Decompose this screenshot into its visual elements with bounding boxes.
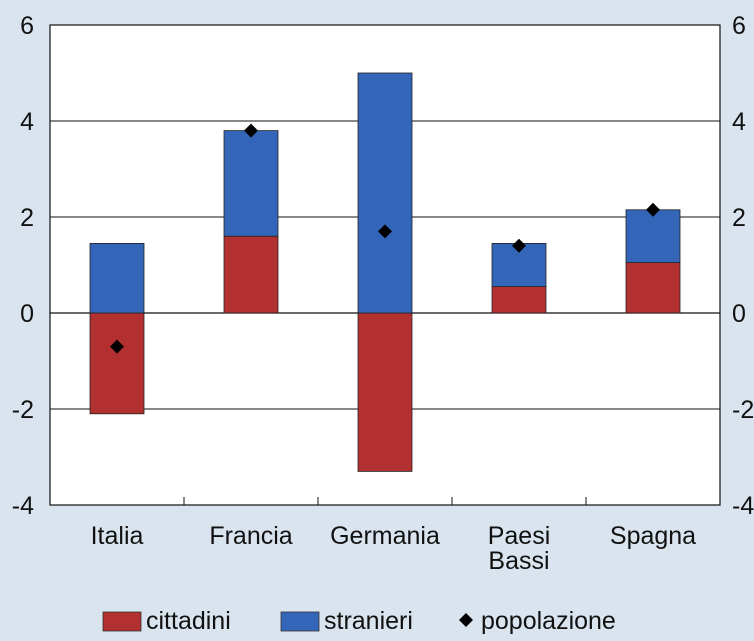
axis-layer: -4 -4 -2 -2 0 0 2 2 4 4 6 6 Italia Francia Germania Pae… [12,12,754,575]
y-tick-label-left: 2 [20,204,34,232]
legend-swatch-stranieri [280,611,320,632]
y-tick-label-right: 2 [732,204,746,232]
legend: cittadini stranieri popolazione [102,607,616,635]
x-tick-label: Spagna [610,522,696,550]
marker-popolazione [378,224,392,239]
bar-cittadini [491,286,547,314]
y-tick-label-right: 4 [732,108,746,136]
y-tick-label-left: 6 [20,12,34,40]
bar-stranieri [625,209,681,264]
y-tick-label-left: 0 [20,300,34,328]
legend-label-popolazione: popolazione [481,607,616,635]
legend-label-cittadini: cittadini [146,607,231,635]
legend-label-stranieri: stranieri [324,607,413,635]
marker-popolazione [110,339,124,354]
y-tick-label-right: -4 [732,492,754,520]
bar-cittadini [89,312,145,415]
legend-marker-popolazione [459,613,473,627]
bar-cittadini [357,312,413,472]
marker-layer [110,123,660,354]
bar-stranieri [223,130,279,237]
y-tick-label-right: 6 [732,12,746,40]
y-tick-label-right: 0 [732,300,746,328]
x-tick-label: Bassi [488,547,549,575]
x-tick-label: Germania [330,522,440,550]
y-tick-label-left: 4 [20,108,34,136]
y-tick-label-left: -2 [12,396,34,424]
bar-layer [89,72,681,472]
marker-popolazione [646,202,660,217]
bar-cittadini [625,262,681,314]
marker-popolazione [244,123,258,138]
bar-stranieri [89,242,145,314]
x-tick-label: Paesi [488,522,551,550]
marker-popolazione [512,238,526,253]
legend-swatch-cittadini [102,611,142,632]
x-tick-label: Francia [209,522,292,550]
y-tick-label-left: -4 [12,492,34,520]
bar-cittadini [223,235,279,314]
x-tick-label: Italia [91,522,144,550]
bar-stranieri [357,72,413,314]
y-tick-label-right: -2 [732,396,754,424]
